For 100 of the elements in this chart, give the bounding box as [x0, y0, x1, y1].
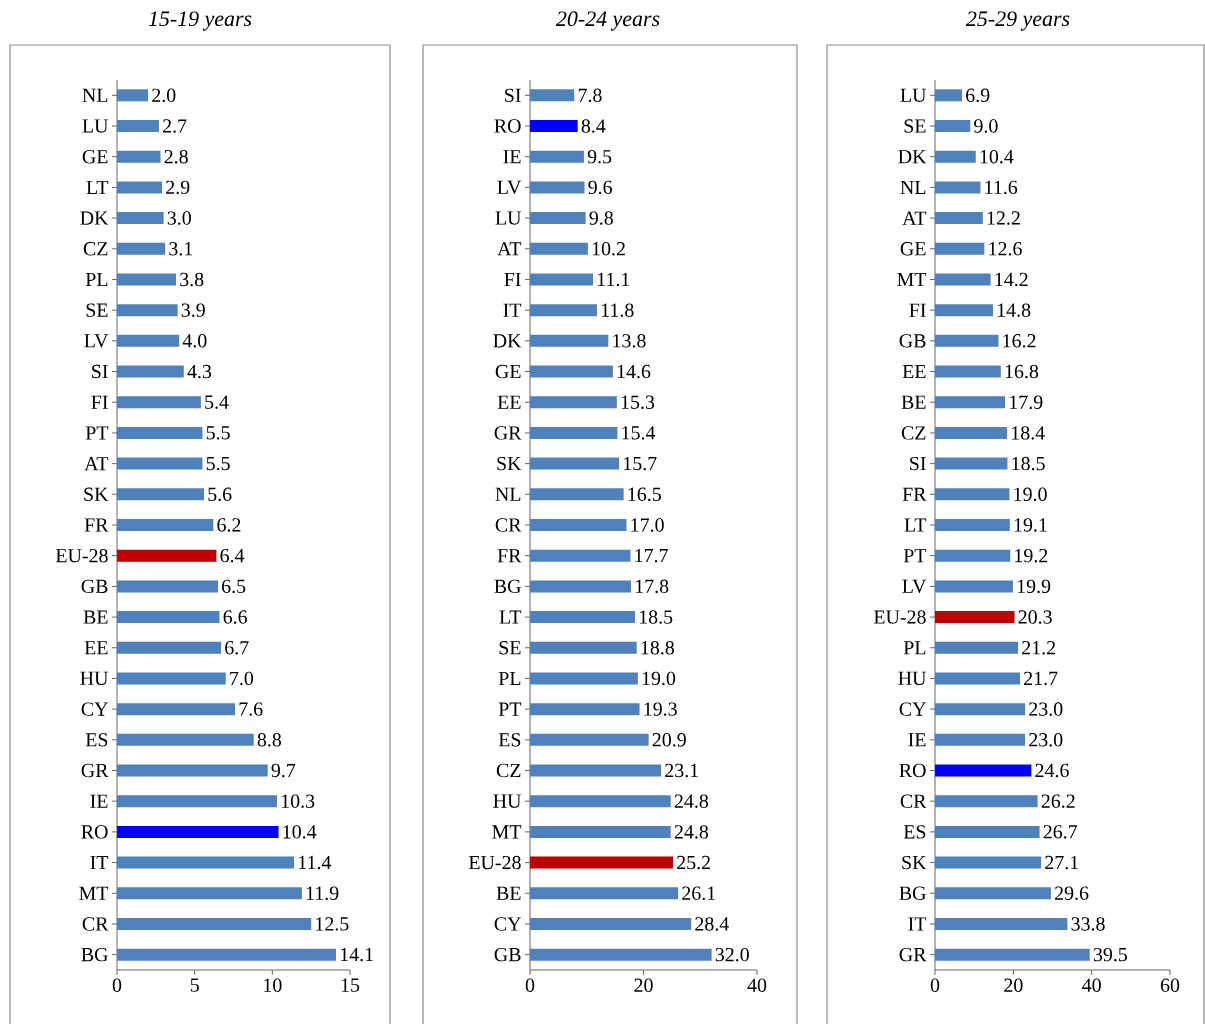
y-tick-label: AT [84, 457, 109, 471]
bar [530, 703, 640, 716]
bar [935, 334, 999, 347]
y-tick-label: FI [909, 303, 926, 317]
y-tick-label: PT [903, 549, 927, 563]
y-tick-label: GR [494, 426, 522, 440]
bar [935, 273, 991, 286]
bar [117, 334, 180, 347]
y-tick-label: FI [91, 395, 108, 409]
data-label: 11.9 [306, 886, 339, 901]
bar [530, 887, 679, 900]
bar [935, 856, 1042, 869]
data-label: 20.9 [652, 733, 686, 747]
y-tick-label: SE [499, 641, 521, 655]
bar [117, 917, 312, 930]
y-tick-label: IT [503, 303, 522, 317]
bar [935, 887, 1051, 900]
data-label: 18.5 [639, 610, 673, 624]
y-tick-label: AT [902, 211, 927, 225]
bar [530, 917, 692, 930]
bar [935, 611, 1015, 624]
data-label: 15.4 [622, 426, 656, 440]
data-label: 12.5 [316, 917, 349, 931]
y-tick-label: CZ [496, 763, 521, 778]
bar [935, 212, 983, 225]
y-tick-label: AT [497, 242, 522, 256]
x-tick-label: 10 [264, 978, 282, 992]
y-tick-label: EE [84, 641, 108, 655]
y-tick-label: LV [902, 579, 927, 594]
data-label: 19.0 [642, 671, 676, 686]
data-label: 10.3 [281, 794, 315, 808]
y-tick-label: GR [81, 763, 109, 778]
data-label: 9.5 [587, 149, 612, 164]
bar [935, 181, 981, 194]
bar [117, 795, 277, 808]
bar [935, 426, 1008, 439]
bar [935, 396, 1006, 409]
bar [935, 580, 1013, 593]
bar [117, 396, 201, 409]
y-tick-label: LU [900, 88, 927, 102]
bar [530, 89, 575, 102]
bar [117, 580, 218, 593]
y-tick-label: ES [85, 733, 108, 747]
bar [530, 611, 635, 624]
data-label: 10.4 [283, 825, 317, 839]
data-label: 16.5 [628, 487, 661, 502]
bar [530, 334, 609, 347]
bar [117, 273, 177, 286]
y-tick-label: FR [902, 487, 927, 501]
y-tick-label: NL [495, 487, 521, 501]
y-tick-label: SK [497, 456, 522, 471]
y-tick-label: CR [495, 518, 522, 532]
y-tick-label: PL [85, 272, 108, 286]
data-label: 18.8 [641, 640, 675, 655]
data-label: 8.8 [257, 733, 282, 747]
data-label: 9.0 [974, 119, 998, 133]
data-label: 20.3 [1018, 610, 1052, 624]
x-tick-label: 5 [190, 978, 199, 992]
bar [117, 733, 254, 746]
bar [530, 242, 588, 255]
data-label: 7.6 [239, 702, 263, 716]
bar [530, 396, 617, 409]
chart-title: 20-24 years [555, 11, 660, 31]
data-label: 24.8 [674, 794, 709, 808]
data-label: 27.1 [1045, 855, 1079, 870]
data-label: 6.9 [966, 88, 990, 103]
y-tick-label: SK [84, 487, 109, 501]
data-label: 3.0 [167, 211, 191, 225]
data-label: 29.6 [1055, 886, 1089, 901]
y-tick-label: FI [504, 272, 521, 286]
data-label: 23.1 [665, 763, 698, 778]
data-label: 17.8 [635, 579, 669, 594]
bar [530, 365, 613, 378]
x-tick-label: 15 [341, 978, 360, 992]
y-tick-label: BG [494, 579, 521, 594]
y-tick-label: NL [900, 180, 926, 194]
y-tick-label: GB [899, 334, 926, 348]
y-tick-label: DK [493, 334, 522, 348]
y-tick-label: CR [82, 917, 109, 931]
bar [530, 672, 638, 685]
bar [530, 641, 637, 654]
y-tick-label: MT [79, 886, 109, 900]
data-label: 26.1 [682, 886, 715, 901]
bar [935, 518, 1010, 531]
data-label: 6.7 [225, 641, 249, 655]
data-label: 26.2 [1041, 794, 1075, 808]
data-label: 33.8 [1071, 917, 1105, 931]
y-tick-label: LV [497, 180, 522, 195]
y-tick-label: EU-28 [873, 610, 926, 624]
y-tick-label: LT [86, 180, 109, 194]
y-tick-label: PL [498, 671, 521, 685]
data-label: 2.0 [152, 88, 176, 103]
bar [117, 181, 163, 194]
y-tick-label: CY [494, 917, 521, 931]
bar [117, 304, 178, 317]
bar [117, 641, 222, 654]
y-tick-label: LT [499, 610, 522, 624]
y-tick-label: RO [81, 825, 108, 839]
bar [530, 457, 620, 470]
bar [530, 795, 671, 808]
